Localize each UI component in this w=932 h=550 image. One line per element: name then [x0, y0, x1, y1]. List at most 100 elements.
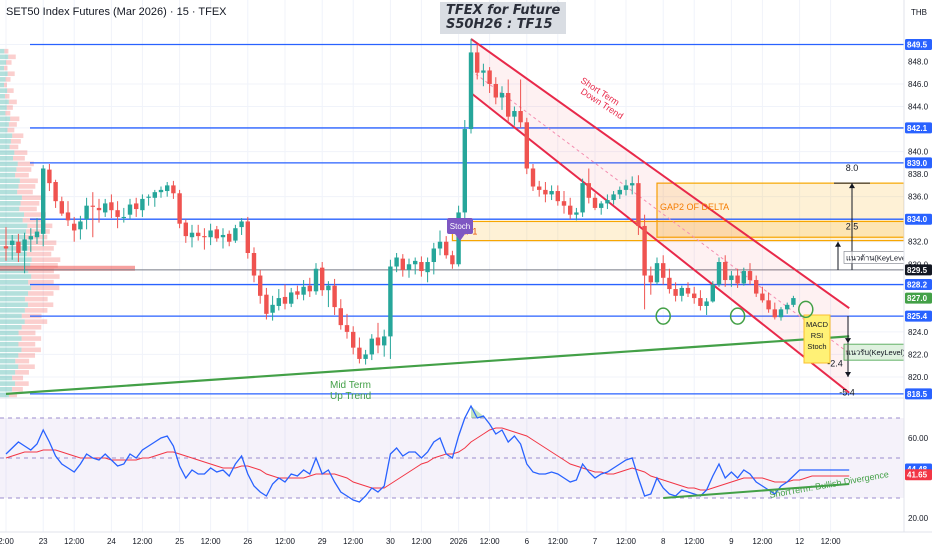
time-tick-label: 12:00	[64, 537, 85, 546]
volume-profile-bar-up	[0, 229, 27, 234]
volume-profile-bar-up	[0, 313, 22, 319]
candle-body	[363, 354, 368, 359]
time-axis[interactable]: 2:00 23 12:00 24 12:00 25 12:00 26 12:00 29 12:00 3…	[0, 531, 932, 546]
price-axis[interactable]: 848.0846.0844.0840.0838.0836.0832.0830.0…	[903, 0, 932, 550]
candle-body	[481, 70, 486, 73]
volume-profile-bar-down	[20, 201, 40, 206]
pivot-marker-circle	[798, 300, 814, 319]
candle-body	[96, 207, 102, 211]
candle-body	[47, 169, 52, 184]
macd-box-label: MACD	[806, 320, 829, 329]
candle-body	[450, 255, 455, 265]
candle-body	[140, 198, 145, 211]
candle-body	[152, 192, 157, 198]
time-tick-label: 6	[525, 537, 530, 546]
candle-body	[115, 210, 120, 217]
rsi-line	[5, 404, 850, 503]
volume-profile-bar-up	[0, 296, 25, 302]
volume-profile-bar-up	[0, 161, 18, 167]
candle-body	[357, 347, 362, 359]
volume-profile-bar-down	[18, 341, 36, 347]
price-tick-label: 848.0	[908, 57, 929, 66]
price-level-badge	[905, 122, 932, 134]
volume-profile-bar-up	[0, 324, 22, 330]
time-tick-label: 8	[661, 537, 666, 546]
price-level-badge-label: 829.5	[907, 266, 928, 275]
candle-body	[313, 268, 319, 292]
candle-body	[183, 222, 188, 237]
candle-body	[530, 168, 536, 187]
candle-body	[673, 289, 678, 296]
gap-zones	[451, 182, 905, 242]
candle-body	[196, 232, 201, 237]
volume-profile-bar-down	[7, 71, 15, 77]
volume-profile-bar-down	[8, 122, 17, 127]
time-tick-label: 2026	[450, 537, 468, 546]
candle-body	[636, 183, 641, 226]
volume-profile-bar-down	[5, 77, 11, 82]
time-tick-label: 25	[175, 537, 184, 546]
candle-body	[518, 111, 523, 123]
down-channel-midline	[470, 70, 850, 354]
volume-profile-bar-up	[0, 223, 28, 229]
rsi-overbought-fill	[471, 406, 484, 418]
price-level-badge-label: 818.5	[907, 390, 928, 399]
time-tick-label: 9	[729, 537, 734, 546]
volume-profile-bar-up	[0, 82, 4, 88]
volume-profile-bar-up	[0, 150, 15, 155]
time-tick-label: 23	[39, 537, 48, 546]
candle-body	[493, 83, 498, 98]
time-tick-label: 12:00	[480, 537, 501, 546]
volume-profile-bar-up	[0, 60, 7, 65]
volume-profile-bar-down	[5, 110, 11, 116]
candle-body	[549, 191, 554, 195]
volume-profile-bar-up	[0, 347, 22, 353]
price-level-badge-label: 825.4	[907, 312, 928, 321]
candle-body	[208, 230, 213, 238]
candle-body	[729, 275, 734, 281]
volume-profile	[0, 48, 135, 398]
time-tick-label: 12:00	[752, 537, 773, 546]
volume-profile-bar-down	[6, 60, 12, 65]
volume-profile-bar-down	[12, 133, 24, 139]
candle-body	[437, 241, 443, 249]
volume-profile-bar-down	[21, 336, 42, 341]
time-tick-label: 12:00	[275, 537, 296, 546]
volume-profile-bar-up	[0, 167, 17, 172]
candle-body	[251, 253, 257, 276]
macd-box-label: RSI	[811, 331, 824, 340]
candle-body	[431, 248, 436, 263]
candle-body	[487, 70, 492, 84]
candle-body	[189, 232, 195, 238]
volume-profile-bar-down	[19, 206, 37, 212]
candle-body	[605, 200, 610, 204]
rsi-pane	[0, 404, 904, 503]
candle-body	[264, 294, 269, 314]
candle-body	[65, 212, 71, 221]
trendlines	[5, 38, 850, 395]
volume-profile-bar-down	[31, 274, 60, 279]
down-channel-lower	[470, 92, 850, 394]
down-channel-upper	[470, 38, 850, 310]
macd-rsi-stoch-box	[803, 314, 831, 364]
candle-body	[3, 246, 9, 249]
time-tick-label: 7	[593, 537, 598, 546]
volume-profile-bar-down	[27, 223, 53, 229]
candle-body	[698, 298, 703, 306]
volume-profile-bar-down	[26, 229, 50, 234]
volume-profile-bar-down	[30, 262, 58, 268]
candle-body	[580, 183, 585, 213]
time-tick-label: 12:00	[343, 537, 364, 546]
symbol-title: SET50 Index Futures (Mar 2026) · 15 · TF…	[6, 6, 227, 18]
volume-profile-bar-down	[8, 392, 17, 398]
candle-body	[642, 225, 647, 276]
volume-profile-bar-down	[18, 330, 36, 336]
time-tick-label: 12:00	[616, 537, 637, 546]
candle-body	[295, 291, 300, 295]
candle-body	[555, 191, 560, 202]
volume-profile-bar-down	[4, 48, 9, 54]
volume-profile-bar-up	[0, 77, 6, 82]
candle-body	[78, 221, 83, 230]
candle-body	[84, 205, 89, 220]
candle-body	[351, 331, 356, 348]
